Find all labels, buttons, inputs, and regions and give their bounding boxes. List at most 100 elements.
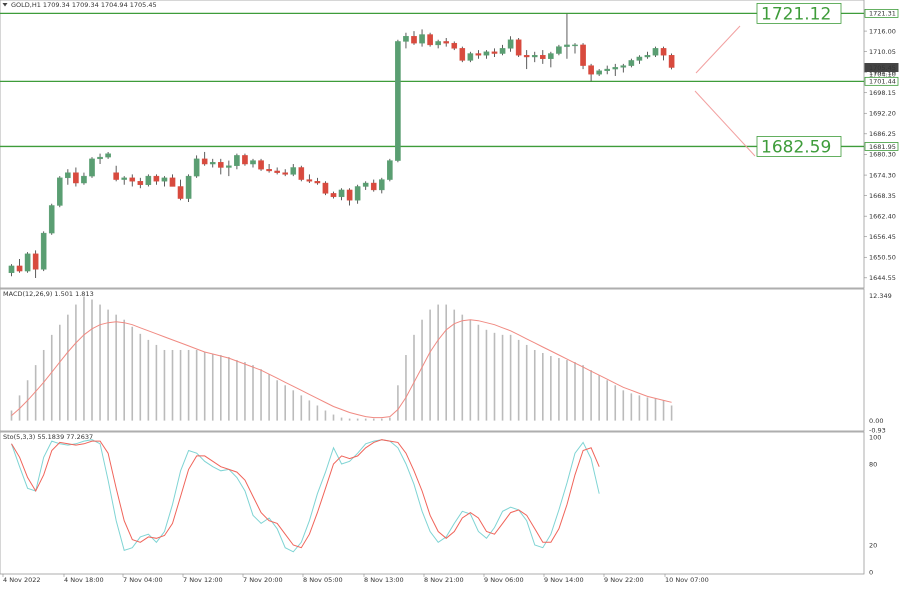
price-tick-label: 1698.15 (869, 89, 896, 97)
candle-bull (250, 160, 256, 165)
macd-histogram (10, 296, 673, 421)
macd-pane-border (0, 288, 865, 432)
candle-bull (636, 56, 643, 61)
price-tick-label: 1704.10 (869, 68, 896, 76)
candle-bear (298, 167, 305, 180)
level-callout-label: 1682.59 (761, 137, 831, 157)
candle-bull (604, 68, 610, 71)
candle-bull (65, 172, 71, 179)
level-callout-box (756, 2, 842, 24)
candle-bull (57, 177, 63, 206)
price-pane-border (0, 0, 865, 289)
stochastic-pane-border (0, 431, 865, 575)
candle-bear (217, 162, 224, 168)
time-tick-label: 9 Nov 14:00 (544, 576, 584, 584)
candle-bear (451, 42, 458, 49)
time-tick-label: 7 Nov 12:00 (183, 576, 223, 584)
time-tick-label: 7 Nov 20:00 (243, 576, 283, 584)
time-tick-label: 8 Nov 13:00 (364, 576, 404, 584)
candle-bear (129, 177, 136, 182)
price-pane: GOLD,H1 1709.34 1709.34 1704.94 1705.45 … (0, 0, 899, 289)
level-axis-box (864, 76, 899, 86)
time-tick-label: 9 Nov 06:00 (484, 576, 524, 584)
candle-bear (588, 65, 594, 75)
candle-bull (564, 44, 570, 47)
macd-pane-title: MACD(12,26,9) 1.501 1.813 (3, 290, 94, 298)
candle-bear (177, 186, 184, 199)
triangle-down-icon[interactable] (2, 3, 8, 7)
candle-bull (387, 160, 393, 180)
candle-bull (185, 175, 192, 199)
candle-bull (435, 41, 441, 46)
candle-bear (266, 169, 272, 172)
candle-bull (620, 65, 627, 68)
candle-bear (73, 172, 79, 184)
candle-bear (668, 55, 675, 68)
level-labels: 1721.31 1721.12 1701.44 1681.95 1682.59 (756, 2, 899, 157)
candle-bull (89, 158, 95, 177)
macd-signal-line (11, 319, 672, 419)
projection-lines (694, 25, 756, 157)
level-callout-label: 1721.12 (761, 4, 831, 24)
candle-bull (612, 67, 619, 70)
candle-bear (169, 177, 176, 187)
price-tick-label: 1662.40 (869, 212, 896, 220)
candle-bear (515, 39, 522, 56)
price-tick-label: 1710.05 (869, 48, 896, 56)
candle-bear (411, 36, 417, 44)
candle-bull (354, 186, 361, 201)
price-axis: 1716.00 1710.05 1704.10 1698.15 1692.20 1686.… (864, 27, 896, 282)
candle-bear (201, 158, 208, 165)
candle-bull (40, 232, 47, 270)
stochastic-pane: Sto(5,3,3) 55.1839 77.2637 100 80 20 0 (0, 431, 881, 576)
candle-bear (137, 181, 144, 185)
candle-bull (290, 167, 297, 175)
candle-bull (121, 177, 127, 180)
candle-bear (306, 179, 313, 182)
macd-signal-path (11, 319, 672, 419)
candle-bull (8, 265, 15, 274)
time-tick-label: 10 Nov 07:00 (665, 576, 709, 584)
candle-bear (660, 48, 667, 56)
candle-bear (16, 265, 23, 272)
candle-bull (507, 39, 514, 49)
price-pane-title: GOLD,H1 1709.34 1709.34 1704.94 1705.45 (11, 1, 157, 9)
candle-bull (652, 48, 659, 56)
candle-bear (282, 172, 289, 175)
candle-bear (346, 189, 353, 201)
candle-bull (226, 165, 232, 168)
candle-bear (242, 155, 248, 165)
time-axis: 4 Nov 2022 4 Nov 18:00 7 Nov 04:00 7 Nov 12… (2, 574, 709, 584)
candle-bull (467, 53, 474, 61)
candle-bull (234, 155, 240, 166)
candle-bear (322, 182, 329, 194)
macd-tick-label: 12.349 (869, 292, 892, 300)
candle-bear (153, 175, 160, 182)
macd-axis: 12.349 0.00-0.93 (869, 292, 892, 434)
candle-bear (370, 182, 377, 191)
stochastic-tick-label: 20 (869, 541, 877, 549)
price-tick-label: 1668.35 (869, 192, 896, 200)
level-callout-box (756, 136, 842, 157)
candle-bull (362, 182, 369, 187)
level-axis-label: 1681.95 (869, 143, 896, 151)
price-tick-label: 1656.45 (869, 233, 896, 241)
price-tick-label: 1686.25 (869, 130, 896, 138)
candle-bull (209, 162, 216, 165)
time-tick-label: 8 Nov 05:00 (303, 576, 343, 584)
candles-layer (8, 13, 675, 278)
projection-line-down (694, 90, 756, 157)
candle-bull (403, 36, 409, 42)
candle-bear (491, 51, 498, 54)
macd-pane: MACD(12,26,9) 1.501 1.813 12.349 0.00-0.9… (0, 288, 892, 434)
time-tick-label: 7 Nov 04:00 (123, 576, 163, 584)
candle-bear (523, 55, 530, 58)
candle-bear (475, 53, 482, 56)
candle-bull (338, 189, 345, 198)
candle-bull (644, 55, 651, 58)
secondary-price-label: 1704.10 (869, 71, 896, 79)
time-tick-label: 4 Nov 2022 (3, 576, 41, 584)
candle-bear (32, 253, 39, 270)
